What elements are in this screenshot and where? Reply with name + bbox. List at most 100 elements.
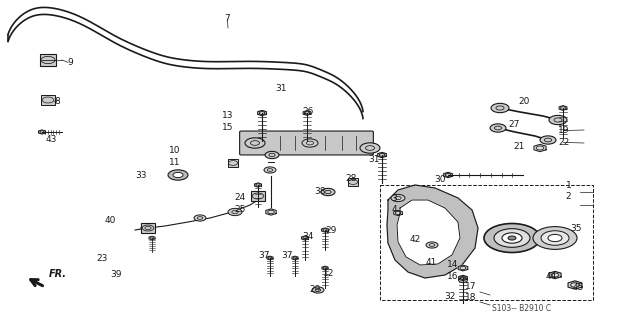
Polygon shape	[387, 185, 478, 278]
Text: 15: 15	[222, 123, 233, 132]
Text: 4: 4	[391, 205, 397, 214]
Polygon shape	[397, 200, 460, 265]
Polygon shape	[444, 172, 452, 178]
Text: FR.: FR.	[49, 269, 67, 279]
Circle shape	[540, 136, 556, 144]
Polygon shape	[266, 209, 276, 215]
Text: 33: 33	[135, 171, 146, 180]
Text: S103-- B2910 C: S103-- B2910 C	[492, 304, 551, 313]
Text: 20: 20	[519, 97, 530, 106]
Text: 19: 19	[558, 126, 569, 135]
Polygon shape	[267, 256, 273, 260]
Circle shape	[360, 143, 380, 153]
Polygon shape	[255, 183, 261, 187]
Bar	[41, 95, 55, 105]
Text: 31: 31	[276, 84, 287, 93]
Polygon shape	[394, 211, 402, 216]
Circle shape	[490, 124, 506, 132]
Circle shape	[194, 215, 206, 221]
Text: 37: 37	[282, 252, 293, 260]
Text: 8: 8	[54, 97, 60, 106]
Polygon shape	[303, 111, 311, 115]
Circle shape	[426, 242, 438, 248]
Bar	[228, 159, 238, 167]
Circle shape	[548, 234, 562, 242]
Bar	[141, 223, 155, 233]
Circle shape	[264, 167, 276, 173]
Circle shape	[541, 231, 569, 245]
Text: 27: 27	[509, 120, 520, 129]
Circle shape	[491, 103, 509, 113]
Circle shape	[549, 115, 567, 125]
Polygon shape	[292, 256, 298, 260]
Text: 31: 31	[368, 155, 379, 164]
Text: 34: 34	[302, 232, 313, 241]
Bar	[251, 191, 265, 201]
Polygon shape	[149, 236, 155, 240]
Circle shape	[302, 139, 318, 147]
Bar	[40, 54, 56, 66]
Text: 40: 40	[104, 216, 116, 225]
Text: 14: 14	[447, 260, 458, 269]
Bar	[348, 178, 358, 186]
Circle shape	[508, 236, 516, 240]
Text: 18: 18	[465, 293, 476, 302]
Circle shape	[141, 224, 155, 232]
Text: 23: 23	[96, 254, 108, 263]
Polygon shape	[322, 266, 328, 270]
Text: 11: 11	[169, 158, 180, 167]
Circle shape	[245, 138, 265, 148]
Polygon shape	[321, 228, 328, 232]
Text: 28: 28	[345, 174, 357, 183]
FancyBboxPatch shape	[240, 131, 373, 155]
Text: 7: 7	[224, 14, 231, 23]
Text: 45: 45	[572, 284, 583, 292]
Circle shape	[484, 223, 540, 252]
Text: 35: 35	[570, 224, 582, 233]
Text: 3: 3	[391, 194, 397, 203]
Circle shape	[494, 229, 530, 247]
Text: 32: 32	[444, 292, 455, 301]
Polygon shape	[568, 281, 582, 289]
Text: 2: 2	[565, 192, 572, 201]
Text: 38: 38	[315, 187, 326, 196]
Text: 17: 17	[465, 282, 476, 291]
Text: 1: 1	[565, 181, 572, 190]
Text: 13: 13	[222, 111, 233, 120]
Text: 21: 21	[514, 142, 525, 151]
Polygon shape	[258, 110, 266, 116]
Text: 22: 22	[558, 138, 569, 147]
Text: 43: 43	[46, 135, 57, 144]
Text: 29: 29	[310, 285, 321, 294]
Text: 10: 10	[169, 146, 180, 155]
Text: 24: 24	[234, 193, 245, 202]
Circle shape	[533, 227, 577, 249]
Circle shape	[391, 194, 405, 202]
Circle shape	[173, 172, 183, 178]
Polygon shape	[534, 144, 546, 152]
Circle shape	[321, 188, 335, 196]
Circle shape	[265, 151, 279, 159]
Polygon shape	[559, 106, 567, 110]
Text: 39: 39	[111, 270, 122, 279]
Text: 16: 16	[447, 272, 458, 281]
Circle shape	[228, 208, 242, 216]
Circle shape	[502, 233, 522, 243]
Polygon shape	[549, 271, 561, 279]
Polygon shape	[459, 276, 467, 281]
Text: 44: 44	[546, 272, 557, 281]
Polygon shape	[38, 130, 46, 134]
Text: 41: 41	[426, 258, 437, 267]
Polygon shape	[302, 236, 308, 240]
Polygon shape	[378, 152, 386, 157]
Text: 42: 42	[410, 235, 421, 244]
Text: 12: 12	[323, 269, 334, 278]
Polygon shape	[458, 265, 468, 271]
Circle shape	[168, 170, 188, 180]
Text: 9: 9	[67, 58, 73, 67]
Text: 37: 37	[259, 252, 270, 260]
Text: 26: 26	[302, 107, 313, 116]
Bar	[380, 185, 593, 300]
Text: 30: 30	[434, 175, 446, 184]
Text: 25: 25	[234, 205, 245, 214]
